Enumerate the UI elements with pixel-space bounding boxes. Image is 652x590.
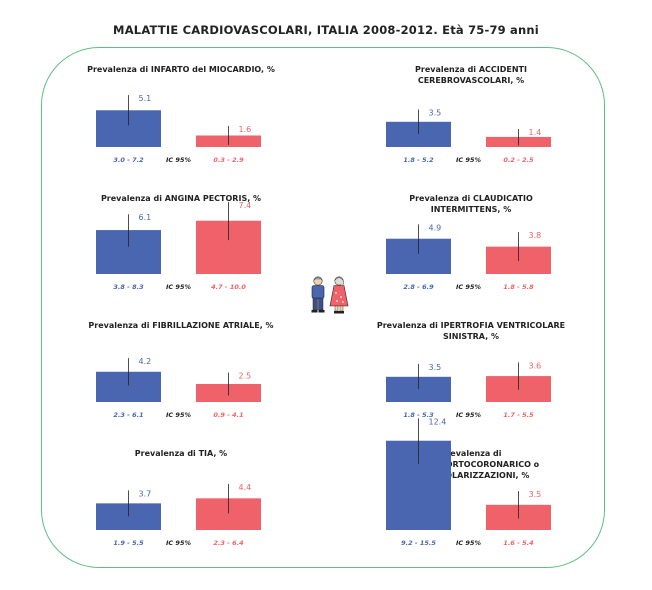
chart-panel: Prevalenza di FIBRILLAZIONE ATRIALE, % 4.… bbox=[76, 320, 286, 440]
ci-range-label: 2.3 - 6.4 bbox=[213, 539, 244, 547]
ci-range-label: 0.3 - 2.9 bbox=[213, 156, 244, 164]
ci-range-label: 0.9 - 4.1 bbox=[213, 411, 243, 419]
main-title: MALATTIE CARDIOVASCOLARI, ITALIA 2008-20… bbox=[113, 23, 539, 37]
ci-range-label: 1.8 - 5.3 bbox=[403, 411, 434, 419]
data-label: 3.5 bbox=[429, 363, 442, 372]
ci-range-label: 2.8 - 6.9 bbox=[403, 283, 434, 291]
bar-chart: 4.9 2.8 - 6.9 3.8 1.8 - 5.8 IC 95% bbox=[386, 223, 551, 291]
data-label: 5.1 bbox=[139, 94, 152, 103]
chart-panel: Prevalenza di ANGINA PECTORIS, % 6.1 3.8 -… bbox=[76, 193, 286, 313]
bar-chart: 5.1 3.0 - 7.2 1.6 0.3 - 2.9 IC 95% bbox=[96, 94, 261, 164]
chart-panel: Prevalenza di TIA, % 3.7 1.9 - 5.5 4.4 2.3 -… bbox=[76, 448, 286, 568]
ci-label: IC 95% bbox=[166, 539, 191, 547]
data-label: 3.7 bbox=[139, 489, 152, 498]
chart-title: Prevalenza di FIBRILLAZIONE ATRIALE, % bbox=[88, 321, 274, 330]
data-label: 4.9 bbox=[429, 223, 442, 232]
bar-chart: 3.5 1.8 - 5.3 3.6 1.7 - 5.5 IC 95% bbox=[386, 361, 551, 419]
elderly-couple-icon bbox=[311, 276, 349, 314]
man-figure bbox=[311, 276, 325, 313]
ci-label: IC 95% bbox=[166, 411, 191, 419]
ci-label: IC 95% bbox=[166, 283, 191, 291]
data-label: 1.4 bbox=[529, 128, 542, 137]
data-label: 4.4 bbox=[239, 483, 252, 492]
chart-title: Prevalenza di CLAUDICATIO INTERMITTENS, … bbox=[409, 194, 533, 214]
ci-range-label: 1.6 - 5.4 bbox=[503, 539, 534, 547]
data-label: 6.1 bbox=[139, 213, 152, 222]
chart-panel: Prevalenza di ACCIDENTI CEREBROVASCOLARI… bbox=[366, 64, 576, 184]
ci-range-label: 1.7 - 5.5 bbox=[503, 411, 534, 419]
bar-chart: 12.4 9.2 - 15.5 3.5 1.6 - 5.4 IC 95% bbox=[386, 417, 551, 547]
rounded-frame bbox=[41, 47, 605, 568]
ci-range-label: 2.3 - 6.1 bbox=[113, 411, 143, 419]
ci-range-label: 9.2 - 15.5 bbox=[401, 539, 436, 547]
ci-label: IC 95% bbox=[166, 156, 191, 164]
ci-range-label: 3.0 - 7.2 bbox=[113, 156, 144, 164]
data-label: 3.5 bbox=[529, 490, 542, 499]
bar-chart: 3.5 1.8 - 5.2 1.4 0.2 - 2.5 IC 95% bbox=[386, 109, 551, 164]
woman-figure bbox=[329, 276, 349, 314]
data-label: 12.4 bbox=[429, 417, 447, 426]
ci-label: IC 95% bbox=[456, 539, 481, 547]
data-label: 3.6 bbox=[529, 361, 542, 370]
data-label: 7.4 bbox=[239, 201, 252, 210]
ci-range-label: 4.7 - 10.0 bbox=[211, 283, 246, 291]
data-label: 1.6 bbox=[239, 125, 252, 134]
ci-range-label: 1.8 - 5.8 bbox=[503, 283, 534, 291]
ci-label: IC 95% bbox=[456, 156, 481, 164]
bar-chart: 6.1 3.8 - 8.3 7.4 4.7 - 10.0 IC 95% bbox=[96, 201, 261, 291]
data-label: 4.2 bbox=[139, 357, 152, 366]
chart-title: Prevalenza di IPERTROFIA VENTRICOLARE SI… bbox=[376, 321, 566, 341]
data-label: 3.5 bbox=[429, 109, 442, 118]
chart-panel: Prevalenza di BYPASS AORTOCORONARICO o R… bbox=[366, 417, 576, 568]
chart-title: Prevalenza di TIA, % bbox=[134, 449, 228, 458]
ci-range-label: 3.8 - 8.3 bbox=[113, 283, 144, 291]
chart-panel: Prevalenza di INFARTO del MIOCARDIO, % 5.… bbox=[76, 64, 286, 184]
ci-label: IC 95% bbox=[456, 411, 481, 419]
chart-title: Prevalenza di ANGINA PECTORIS, % bbox=[100, 194, 262, 203]
bar-chart: 4.2 2.3 - 6.1 2.5 0.9 - 4.1 IC 95% bbox=[96, 357, 261, 419]
ci-label: IC 95% bbox=[456, 283, 481, 291]
chart-panel: Prevalenza di IPERTROFIA VENTRICOLARE SI… bbox=[366, 320, 576, 440]
ci-range-label: 1.9 - 5.5 bbox=[113, 539, 144, 547]
chart-panel: Prevalenza di CLAUDICATIO INTERMITTENS, … bbox=[366, 193, 576, 313]
data-label: 3.8 bbox=[529, 231, 542, 240]
bar-chart: 3.7 1.9 - 5.5 4.4 2.3 - 6.4 IC 95% bbox=[96, 483, 261, 547]
ci-range-label: 0.2 - 2.5 bbox=[503, 156, 534, 164]
data-label: 2.5 bbox=[239, 371, 252, 380]
ci-range-label: 1.8 - 5.2 bbox=[403, 156, 434, 164]
chart-title: Prevalenza di INFARTO del MIOCARDIO, % bbox=[87, 65, 275, 74]
chart-title: Prevalenza di ACCIDENTI CEREBROVASCOLARI… bbox=[415, 65, 527, 85]
